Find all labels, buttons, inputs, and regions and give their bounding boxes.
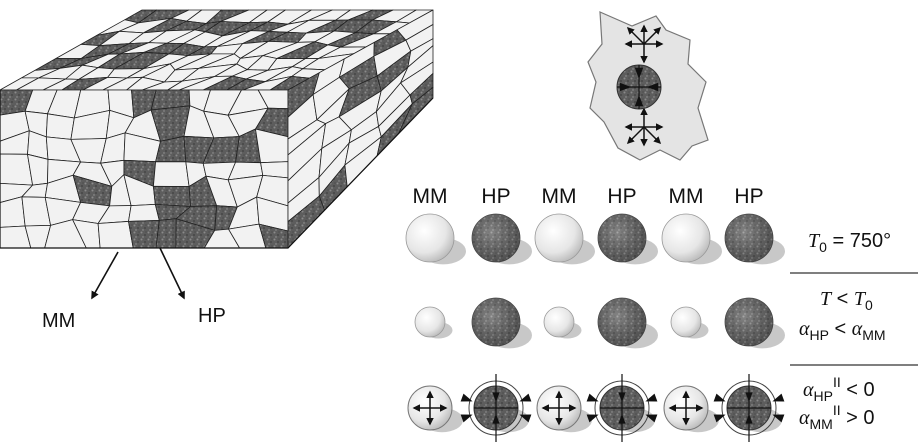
hp-sphere-shading bbox=[725, 298, 773, 346]
mm-callout-arrow bbox=[91, 251, 119, 300]
matrix-tension-arrow bbox=[626, 126, 645, 145]
mm-sphere bbox=[543, 306, 575, 338]
mm-sphere bbox=[670, 306, 702, 338]
mm-sphere bbox=[661, 213, 711, 263]
hp-compression-marker bbox=[519, 414, 532, 423]
mm-grain bbox=[97, 220, 134, 249]
row2-condition-line2: αHP < αMM bbox=[799, 318, 886, 343]
inclusion-compression-marker bbox=[634, 95, 644, 107]
hp-compression-marker bbox=[519, 393, 532, 402]
hp-compression-marker bbox=[492, 414, 500, 424]
row2-condition-line1: T < T0 bbox=[820, 288, 873, 313]
hp-compression-marker bbox=[713, 393, 726, 402]
hp-compression-marker bbox=[586, 414, 599, 423]
mm-grain bbox=[45, 113, 75, 140]
block-top-face bbox=[0, 9, 434, 91]
mm-sphere bbox=[414, 306, 446, 338]
mm-grain bbox=[152, 161, 190, 187]
col-header-1: MM bbox=[413, 185, 448, 208]
hp-compression-marker bbox=[645, 393, 658, 402]
hp-compression-marker bbox=[772, 414, 785, 423]
mm-grain bbox=[0, 196, 26, 228]
col-header-2: HP bbox=[481, 185, 510, 208]
hp-compression-marker bbox=[586, 393, 599, 402]
row1-condition: T0 = 750° bbox=[808, 230, 891, 255]
block-side-face bbox=[287, 9, 434, 249]
col-header-5: MM bbox=[669, 185, 704, 208]
hp-compression-marker bbox=[745, 392, 753, 402]
hp-grain bbox=[152, 185, 192, 207]
hp-compression-marker bbox=[492, 392, 500, 402]
matrix-tension-arrow bbox=[626, 26, 645, 45]
mm-sphere bbox=[534, 213, 584, 263]
inclusion-compression-marker bbox=[619, 82, 631, 92]
row3-condition-line2: αMMII > 0 bbox=[799, 402, 875, 432]
cell-stress-arrows bbox=[624, 24, 664, 147]
row-stressed-spheres bbox=[407, 374, 785, 442]
col-header-6: HP bbox=[734, 185, 763, 208]
block-callouts: MM HP bbox=[42, 247, 226, 332]
inclusion-compression-marker bbox=[647, 82, 659, 92]
hp-grain bbox=[155, 218, 177, 249]
hp-compression-marker bbox=[713, 414, 726, 423]
inclusion-compression-marker bbox=[634, 67, 644, 79]
hp-compression-marker bbox=[618, 414, 626, 424]
row-reference-spheres bbox=[405, 213, 785, 265]
microstructure-block bbox=[0, 9, 434, 249]
hp-compression-marker bbox=[618, 392, 626, 402]
cell-hp-grain bbox=[616, 64, 662, 110]
mm-callout-label: MM bbox=[42, 310, 75, 332]
mm-grain bbox=[128, 203, 160, 222]
col-header-4: HP bbox=[607, 185, 636, 208]
hp-grain bbox=[128, 219, 160, 249]
hp-compression-marker bbox=[460, 414, 473, 423]
column-headers: MM HP MM HP MM HP bbox=[413, 185, 764, 208]
hp-sphere-shading bbox=[598, 298, 646, 346]
block-front-face bbox=[0, 89, 289, 249]
hp-callout-arrow bbox=[159, 247, 185, 300]
hp-compression-marker bbox=[460, 393, 473, 402]
hp-callout-label: HP bbox=[198, 305, 226, 327]
matrix-tension-arrow bbox=[643, 26, 662, 45]
hp-sphere-shading bbox=[598, 214, 646, 262]
matrix-tension-arrow bbox=[643, 126, 662, 145]
row3-condition-line1: αHPII < 0 bbox=[803, 374, 875, 404]
hp-compression-marker bbox=[645, 414, 658, 423]
hp-compression-marker bbox=[745, 414, 753, 424]
inclusion-cell bbox=[587, 11, 709, 161]
mm-grain bbox=[0, 153, 33, 186]
mm-sphere bbox=[405, 213, 455, 263]
hp-sphere-shading bbox=[472, 214, 520, 262]
hp-sphere-shading bbox=[472, 298, 520, 346]
col-header-3: MM bbox=[542, 185, 577, 208]
row-cooled-spheres bbox=[414, 297, 785, 349]
hp-compression-marker bbox=[772, 393, 785, 402]
hp-sphere-shading bbox=[725, 214, 773, 262]
